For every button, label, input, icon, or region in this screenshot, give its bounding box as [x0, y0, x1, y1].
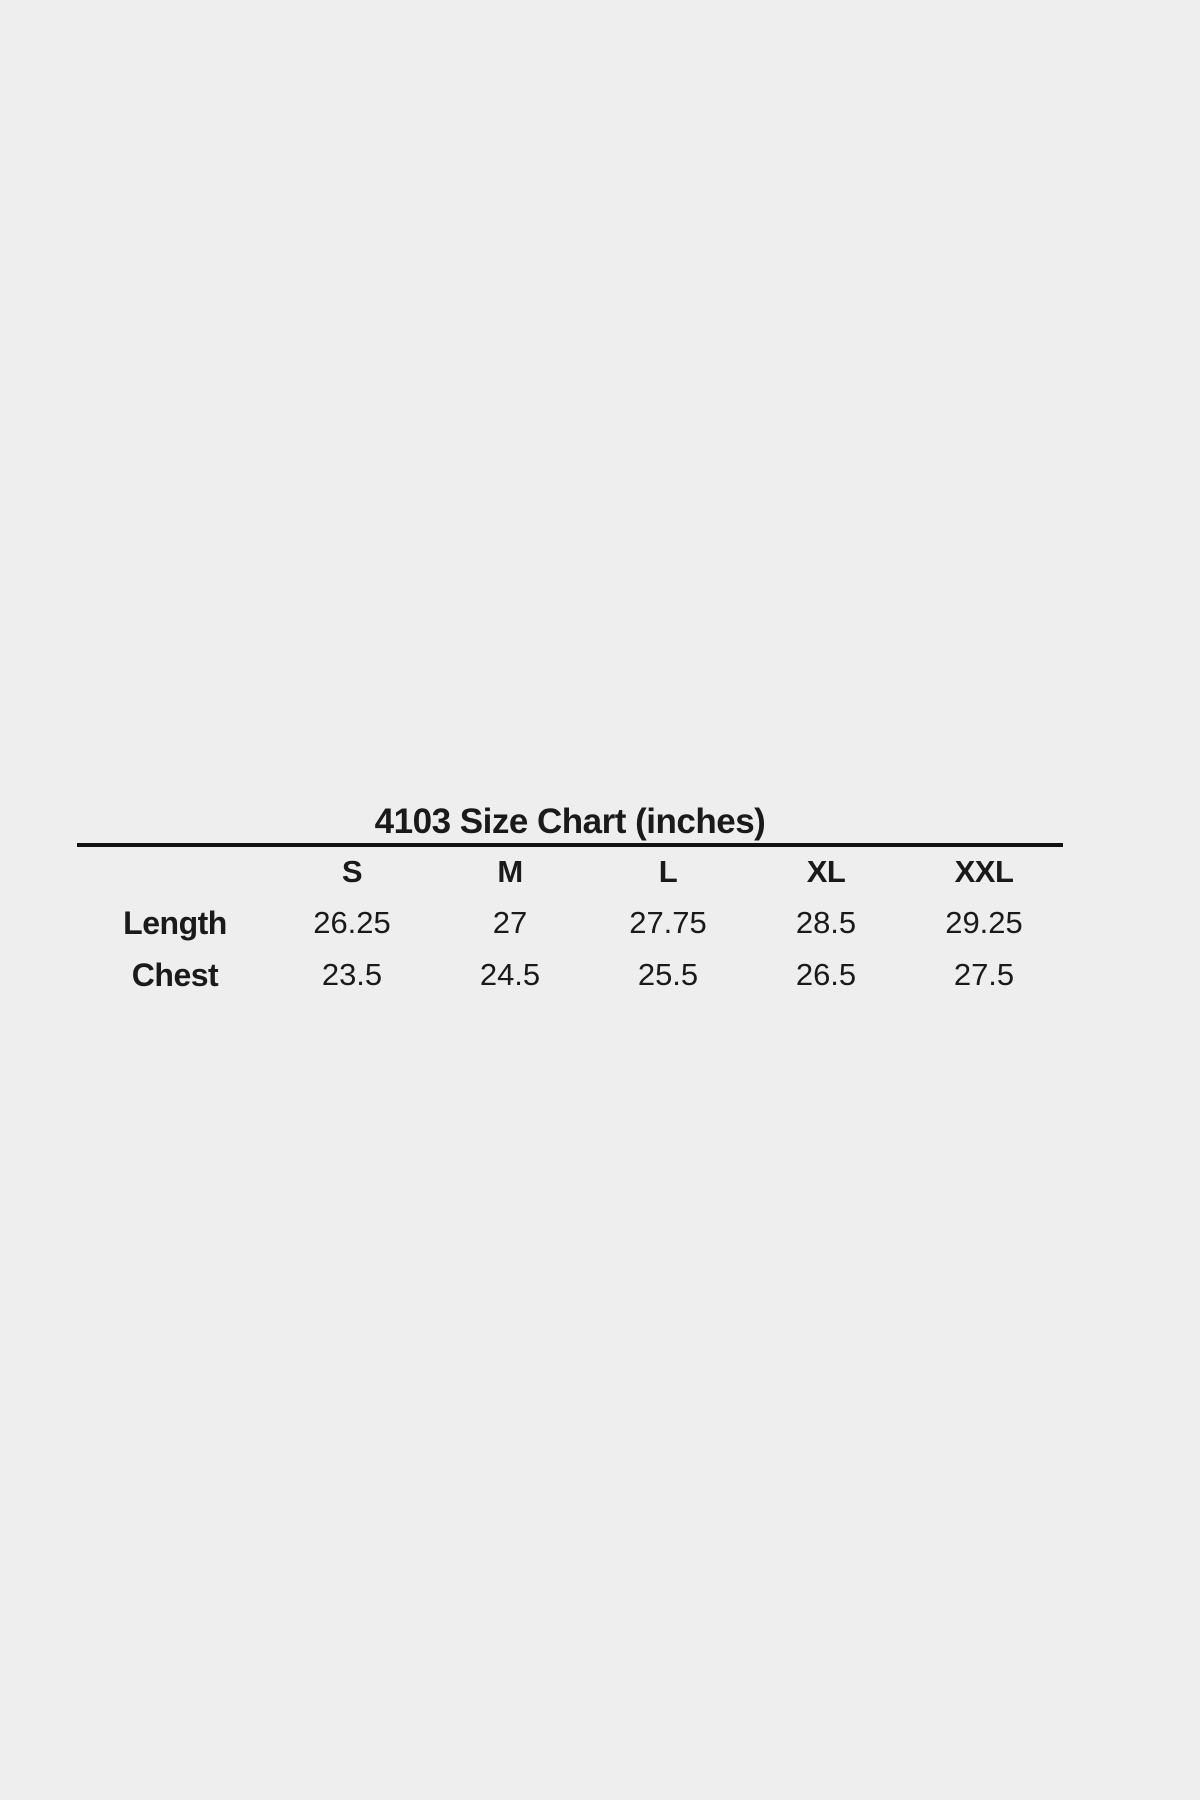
- table-row-chest: Chest 23.5 24.5 25.5 26.5 27.5: [77, 949, 1063, 1001]
- table-header-row: S M L XL XXL: [77, 847, 1063, 897]
- column-header-xxl: XXL: [954, 854, 1014, 889]
- row-label-chest: Chest: [131, 956, 219, 993]
- column-header-l: L: [658, 854, 678, 889]
- length-value-l: 27.75: [629, 905, 707, 940]
- size-chart-title: 4103 Size Chart (inches): [374, 802, 766, 841]
- row-label-length: Length: [123, 904, 227, 941]
- column-header-s: S: [341, 854, 363, 889]
- chest-value-xl: 26.5: [795, 957, 857, 992]
- length-value-m: 27: [492, 905, 528, 940]
- chest-value-xxl: 27.5: [953, 957, 1015, 992]
- title-underline-rule: [77, 843, 1063, 847]
- length-value-xxl: 29.25: [945, 905, 1023, 940]
- size-chart: 4103 Size Chart (inches) S M L XL XXL Le…: [77, 804, 1063, 1001]
- column-header-xl: XL: [806, 854, 846, 889]
- table-row-length: Length 26.25 27 27.75 28.5 29.25: [77, 897, 1063, 949]
- size-chart-table: S M L XL XXL Length 26.25 27 27.75 28.5 …: [77, 847, 1063, 1001]
- corner-empty-cell: [77, 847, 273, 897]
- chest-value-s: 23.5: [321, 957, 383, 992]
- chest-value-m: 24.5: [479, 957, 541, 992]
- chest-value-l: 25.5: [637, 957, 699, 992]
- column-header-m: M: [497, 854, 523, 889]
- length-value-xl: 28.5: [795, 905, 857, 940]
- length-value-s: 26.25: [313, 905, 391, 940]
